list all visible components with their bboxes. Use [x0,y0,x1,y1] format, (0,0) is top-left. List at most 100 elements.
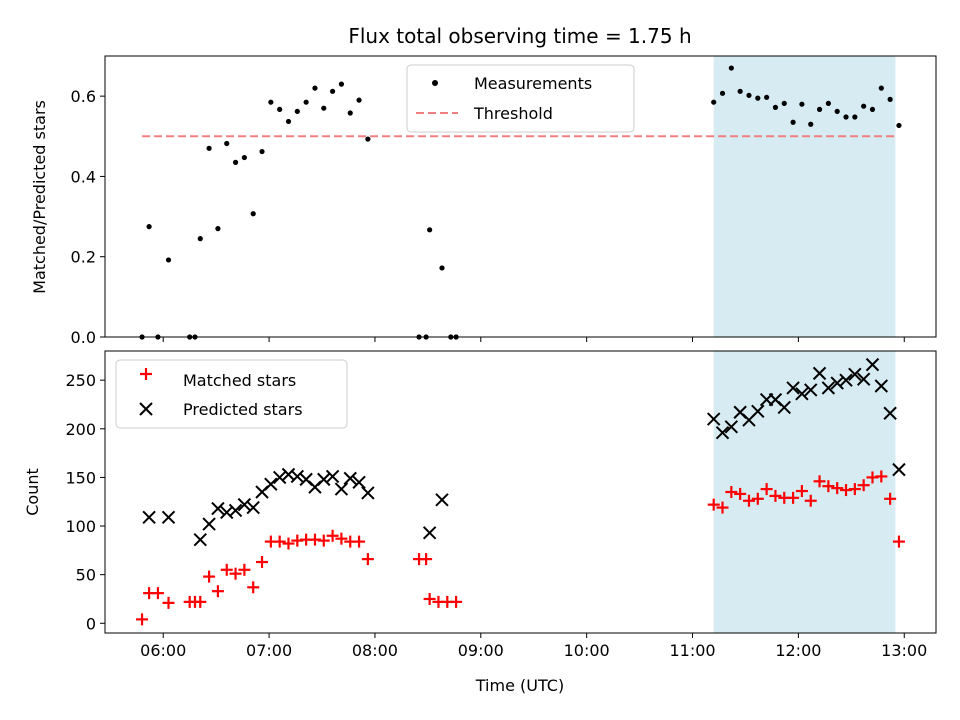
data-point [839,373,853,387]
data-point [232,159,239,165]
x-tick-label: 08:00 [352,641,398,660]
data-point [869,106,876,112]
data-point [285,118,292,125]
data-point [795,387,809,401]
data-point [197,236,203,242]
data-point [325,469,340,484]
data-point [816,106,823,112]
y-tick-label: 100 [65,517,96,536]
data-point [808,121,814,127]
x-axis-label: Time (UTC) [475,676,564,695]
data-point [321,105,327,111]
data-point [787,491,800,504]
data-point [813,475,826,488]
x-tick-label: 07:00 [246,641,292,660]
data-point [422,526,437,540]
data-point [772,104,779,110]
x-tick-label: 09:00 [458,641,504,660]
axes-frame [104,55,937,338]
data-point [237,497,252,512]
data-point [277,106,283,112]
data-point [202,517,216,531]
data-point [848,367,862,382]
data-point [335,532,348,545]
legend-measurements-marker [432,80,438,86]
data-point [211,501,225,516]
data-point [206,145,212,151]
legend-measurements-label: Measurements [474,74,592,93]
data-point [861,103,867,109]
data-point [711,99,717,105]
x-tick-label: 13:00 [881,641,927,660]
data-point [751,404,765,418]
data-point [303,99,309,105]
data-point [312,85,318,91]
data-point [146,224,152,230]
data-point [356,97,362,103]
data-point [884,492,897,505]
data-point [724,420,739,434]
data-point [769,489,782,502]
data-point [795,485,808,498]
data-point [238,563,251,576]
data-point [220,563,233,576]
data-point [799,101,805,107]
data-point [734,487,747,500]
data-point [742,494,755,507]
data-point [224,140,230,147]
y-tick-label: 0.0 [71,328,96,347]
data-point [439,265,445,271]
data-point [326,529,339,542]
data-point [142,510,156,524]
data-point [764,94,770,100]
bottom-legend-box [115,359,348,429]
data-point [282,537,295,550]
data-point [435,493,449,507]
axes-frame [104,350,937,634]
data-point [250,211,256,217]
bottom-y-axis-label: Count [23,468,42,516]
data-point [804,494,817,507]
data-point [716,501,729,514]
data-point [728,65,734,71]
data-point [781,100,787,106]
data-point [450,595,463,608]
data-point [259,148,265,155]
data-point [211,585,224,598]
data-point [203,570,216,583]
y-tick-label: 0.6 [71,87,96,106]
data-point [423,592,436,605]
data-point [737,88,743,94]
legend-predicted-marker [139,402,153,416]
data-point [892,462,906,477]
legend-matched-marker [140,368,152,380]
data-point [256,556,269,569]
legend-threshold-label: Threshold [473,104,553,123]
y-tick-label: 250 [65,371,96,390]
series-matched-stars [136,470,905,626]
data-point [848,483,861,496]
data-point [786,381,800,395]
data-point [272,470,287,485]
data-point [777,400,791,415]
data-point [215,226,221,232]
data-point [352,475,366,489]
data-point [228,503,243,518]
data-point [856,372,871,386]
data-point [427,227,433,233]
top-panel: 0.0 0.2 0.4 0.6 Matched/Predicted stars Mea… [30,55,937,347]
data-point [746,92,752,98]
legend-predicted-label: Predicted stars [183,400,303,419]
data-point [790,119,796,125]
data-point [273,535,286,548]
y-tick-label: 150 [65,468,96,487]
data-point [830,376,844,390]
bottom-legend: Matched stars Predicted stars [115,359,348,429]
data-point [294,108,300,114]
data-point [822,480,835,493]
top-y-axis-label: Matched/Predicted stars [30,100,49,294]
y-tick-label: 200 [65,420,96,439]
data-point [329,88,336,94]
data-point [865,357,880,372]
data-point [834,108,840,114]
